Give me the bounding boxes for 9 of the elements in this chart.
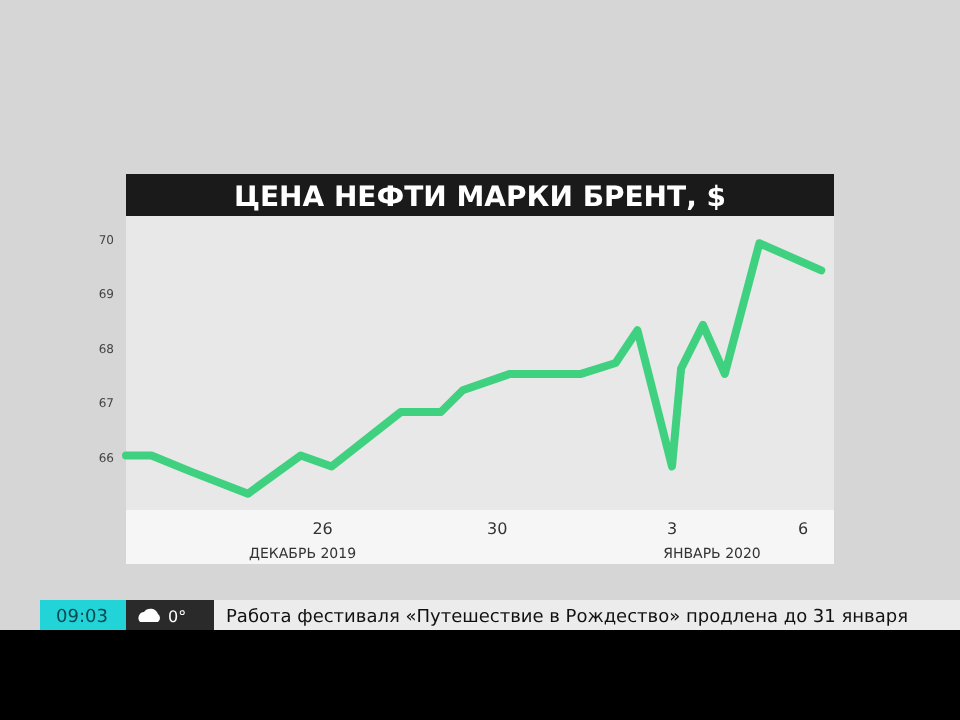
- text: 0°: [168, 608, 187, 626]
- text: 09:03: [56, 608, 108, 628]
- x-tick-label: 3: [666, 520, 678, 538]
- x-tick-label: 6: [797, 520, 809, 538]
- x-tick-label: 26: [312, 520, 333, 538]
- text: Работа фестиваля «Путешествие в Рождество» продлена до 31 января: [226, 608, 908, 628]
- line-series: [122, 239, 826, 498]
- x-tick-label: 30: [487, 520, 508, 538]
- chart-title: ЦЕНА НЕФТИ МАРКИ БРЕНТ, $: [233, 182, 727, 214]
